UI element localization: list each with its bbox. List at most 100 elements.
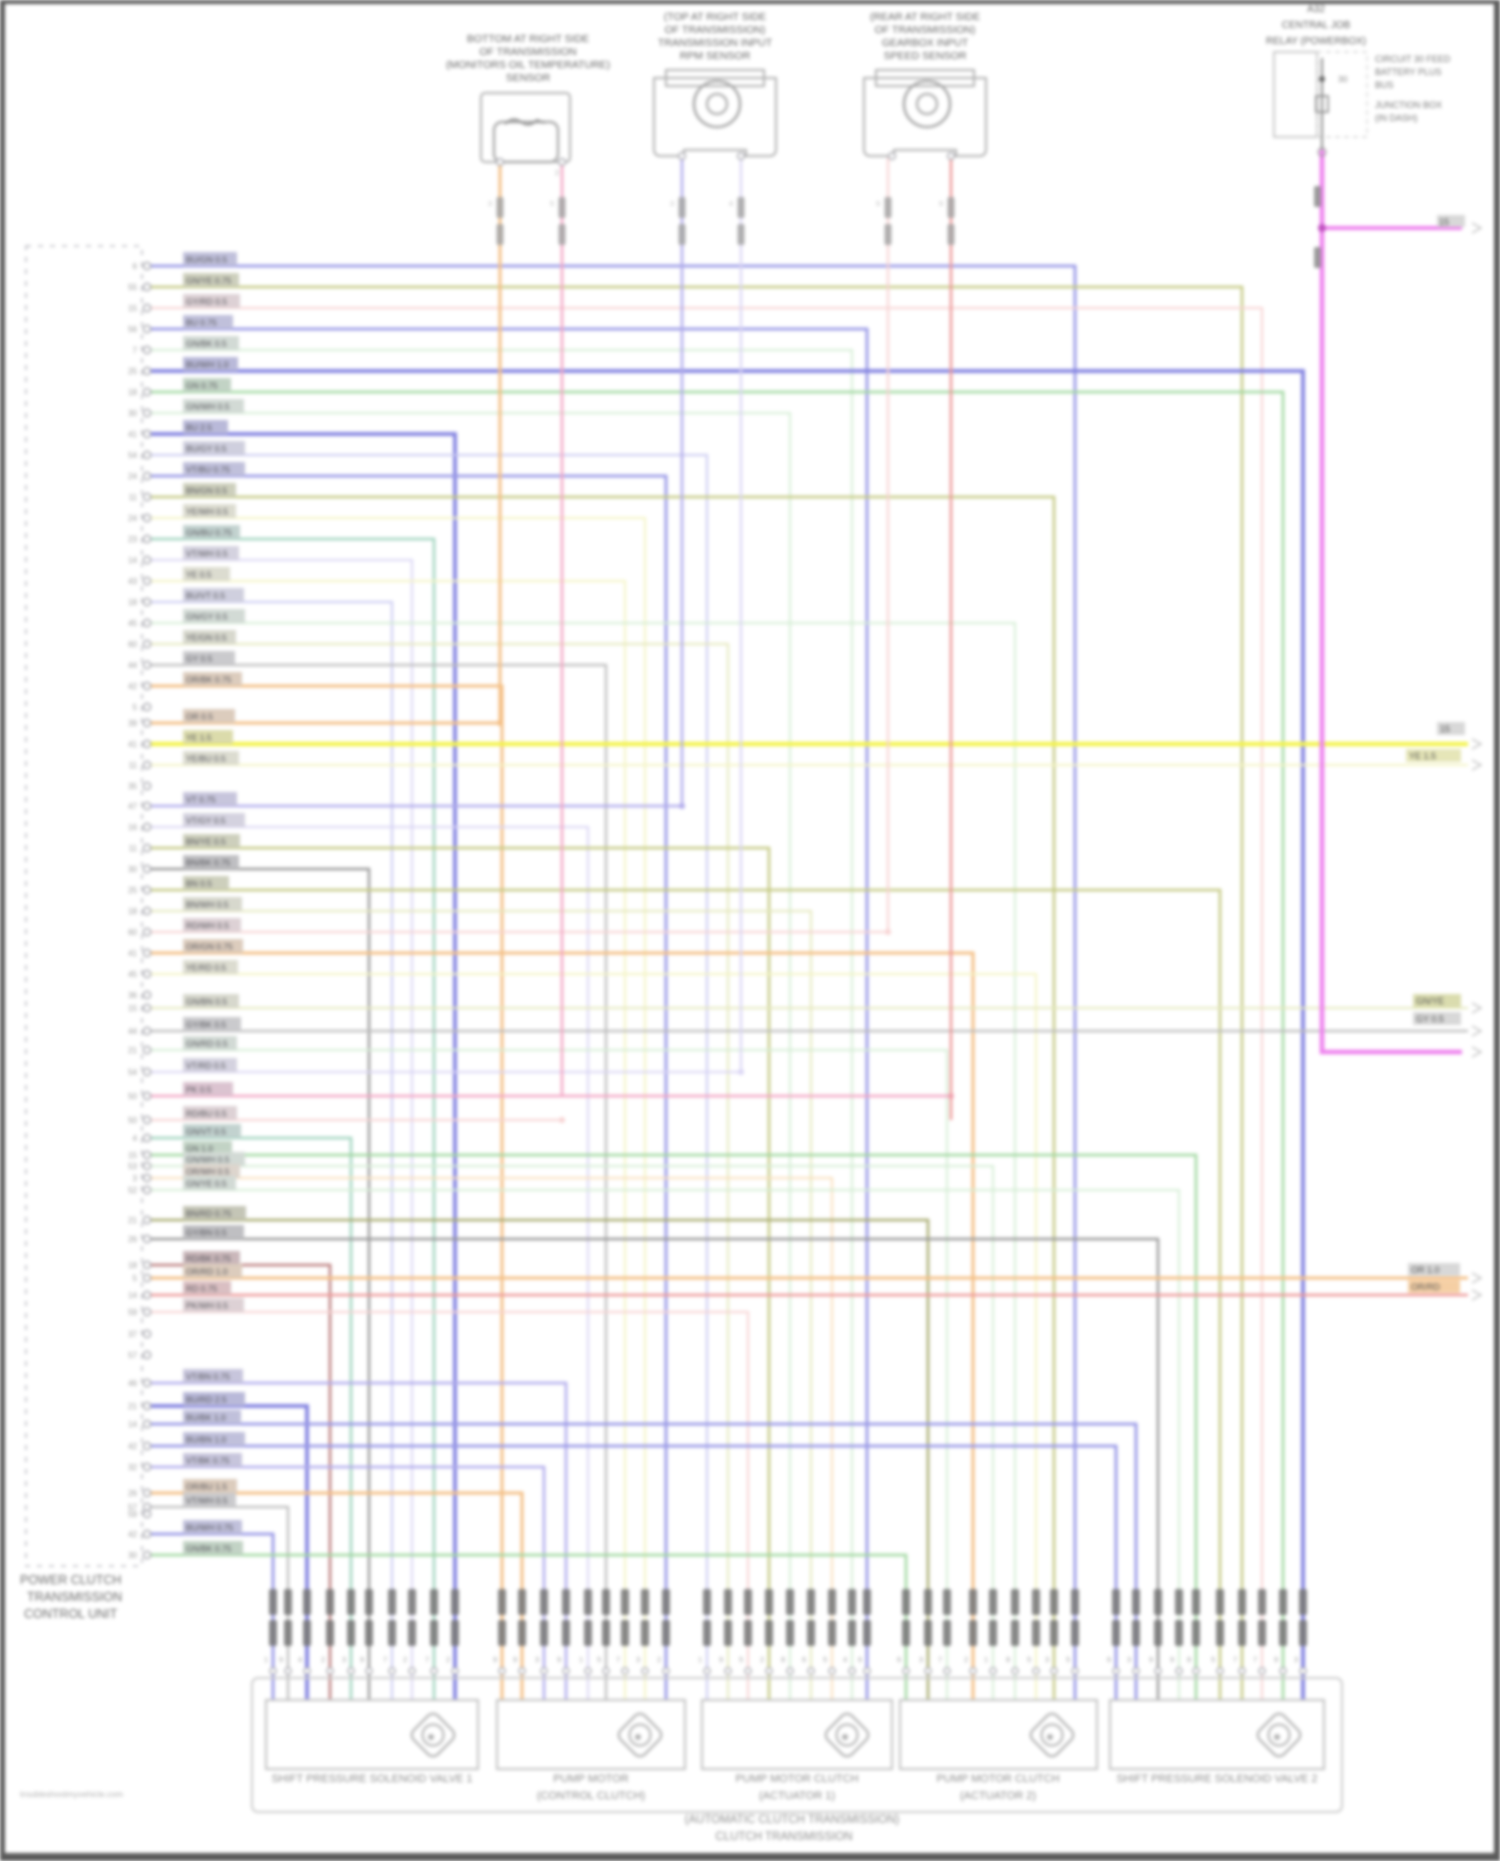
svg-text:JUNCTION BOX: JUNCTION BOX (1375, 100, 1442, 110)
svg-text:30: 30 (128, 1551, 137, 1560)
svg-text:26: 26 (128, 1235, 137, 1244)
svg-text:(ACTUATOR 2): (ACTUATOR 2) (960, 1790, 1036, 1802)
svg-text:9: 9 (279, 1657, 283, 1664)
svg-text:POWER CLUTCH: POWER CLUTCH (20, 1573, 121, 1587)
svg-text:4: 4 (133, 1134, 138, 1143)
svg-text:CIRCUIT 30 FEED: CIRCUIT 30 FEED (1375, 54, 1451, 64)
svg-text:YE 1.5: YE 1.5 (1409, 751, 1436, 761)
svg-text:YE/WH 0.5: YE/WH 0.5 (186, 507, 228, 517)
svg-text:7: 7 (133, 346, 138, 355)
svg-text:41: 41 (128, 740, 137, 749)
svg-text:1: 1 (579, 1657, 583, 1664)
svg-text:9: 9 (557, 1657, 561, 1664)
svg-text:OF TRANSMISSION): OF TRANSMISSION) (875, 24, 976, 36)
svg-text:1: 1 (984, 1657, 988, 1664)
svg-text:15: 15 (1439, 217, 1449, 227)
svg-text:3: 3 (670, 199, 674, 208)
svg-text:21: 21 (128, 1402, 137, 1411)
svg-text:59: 59 (128, 1308, 137, 1317)
svg-text:11: 11 (129, 493, 138, 502)
svg-text:CLUTCH TRANSMISSION: CLUTCH TRANSMISSION (715, 1831, 852, 1843)
svg-text:5: 5 (823, 1657, 827, 1664)
svg-text:BATTERY PLUS: BATTERY PLUS (1375, 67, 1442, 77)
svg-text:42: 42 (128, 1530, 137, 1539)
svg-text:BU/WH 1.0: BU/WH 1.0 (186, 360, 229, 370)
svg-text:4: 4 (729, 199, 733, 208)
svg-text:SENSOR: SENSOR (506, 72, 551, 84)
svg-text:BU 0.75: BU 0.75 (186, 318, 217, 328)
svg-text:5: 5 (550, 199, 554, 208)
svg-text:SPEED SENSOR: SPEED SENSOR (884, 50, 967, 62)
svg-text:18: 18 (128, 907, 137, 916)
svg-text:GN/WH 0.5: GN/WH 0.5 (186, 1155, 230, 1165)
svg-text:OR/WH 0.5: OR/WH 0.5 (186, 1167, 230, 1177)
svg-text:OF TRANSMISSION: OF TRANSMISSION (479, 46, 576, 58)
svg-text:5: 5 (1027, 1657, 1031, 1664)
svg-text:52: 52 (128, 1186, 137, 1195)
svg-text:16: 16 (128, 823, 137, 832)
svg-text:GN/VT 0.5: GN/VT 0.5 (186, 1127, 226, 1137)
svg-text:4: 4 (843, 1657, 847, 1664)
svg-text:GN/YE 0.5: GN/YE 0.5 (186, 1179, 227, 1189)
svg-text:GN/BK 0.75: GN/BK 0.75 (186, 1544, 232, 1554)
svg-text:41: 41 (128, 949, 137, 958)
svg-text:7: 7 (383, 1657, 387, 1664)
svg-text:45: 45 (128, 619, 137, 628)
svg-text:RPM SENSOR: RPM SENSOR (680, 50, 751, 62)
svg-text:BN/BK 0.75: BN/BK 0.75 (186, 858, 231, 868)
svg-text:15: 15 (128, 304, 137, 313)
svg-text:5: 5 (133, 703, 138, 712)
svg-text:50: 50 (128, 1116, 137, 1125)
svg-text:3: 3 (488, 199, 492, 208)
svg-text:2: 2 (403, 1657, 407, 1664)
svg-text:14: 14 (128, 1291, 137, 1300)
svg-text:GY/BK 0.5: GY/BK 0.5 (186, 1020, 226, 1030)
svg-text:GN/YE: GN/YE (1416, 996, 1444, 1006)
svg-text:60: 60 (128, 640, 137, 649)
svg-text:OF TRANSMISSION): OF TRANSMISSION) (665, 24, 766, 36)
svg-text:36: 36 (128, 991, 137, 1000)
svg-text:15: 15 (1440, 724, 1450, 734)
svg-text:37: 37 (128, 1330, 137, 1339)
svg-text:BU/VT 0.5: BU/VT 0.5 (186, 591, 225, 601)
svg-text:GN/WH 0.5: GN/WH 0.5 (186, 402, 230, 412)
svg-text:VT/WH 0.5: VT/WH 0.5 (186, 1496, 228, 1506)
svg-text:BUS: BUS (1375, 80, 1394, 90)
svg-text:YE 1.5: YE 1.5 (186, 733, 212, 743)
svg-text:3: 3 (636, 1657, 640, 1664)
svg-text:2: 2 (964, 1657, 968, 1664)
svg-text:6: 6 (1107, 1657, 1111, 1664)
svg-text:BOTTOM AT RIGHT SIDE: BOTTOM AT RIGHT SIDE (467, 33, 589, 45)
svg-text:OR/RD 1.0: OR/RD 1.0 (186, 1267, 228, 1277)
svg-text:7: 7 (938, 1657, 942, 1664)
svg-text:5: 5 (739, 1657, 743, 1664)
svg-text:44: 44 (128, 1027, 137, 1036)
svg-text:GN/GY 0.5: GN/GY 0.5 (186, 612, 228, 622)
svg-text:1: 1 (264, 1657, 268, 1664)
svg-text:9: 9 (1149, 1657, 1153, 1664)
svg-text:25: 25 (128, 367, 137, 376)
svg-text:YE/GN 0.5: YE/GN 0.5 (186, 633, 227, 643)
svg-text:2: 2 (657, 1657, 661, 1664)
svg-text:30: 30 (128, 865, 137, 874)
svg-text:RELAY (POWERBOX): RELAY (POWERBOX) (1266, 36, 1366, 47)
svg-text:9: 9 (876, 199, 880, 208)
svg-text:OR/RD: OR/RD (1411, 1282, 1441, 1292)
svg-text:VT/BU 0.75: VT/BU 0.75 (186, 465, 230, 475)
svg-text:3: 3 (1045, 1657, 1049, 1664)
svg-text:3: 3 (535, 1657, 539, 1664)
svg-text:BU/WH 0.75: BU/WH 0.75 (186, 1523, 234, 1533)
svg-text:YE/RD 0.5: YE/RD 0.5 (186, 963, 226, 973)
svg-text:BN/RD 0.75: BN/RD 0.75 (186, 1209, 232, 1219)
svg-text:BN/YE 0.5: BN/YE 0.5 (186, 837, 226, 847)
svg-text:18: 18 (128, 1261, 137, 1270)
svg-text:BU/BN 1.0: BU/BN 1.0 (186, 1435, 226, 1445)
svg-text:6: 6 (897, 1657, 901, 1664)
svg-text:55: 55 (128, 283, 137, 292)
svg-text:57: 57 (128, 1351, 137, 1360)
svg-text:OR 0.5: OR 0.5 (186, 712, 213, 722)
svg-text:15: 15 (128, 1151, 137, 1160)
svg-text:OR 1.0: OR 1.0 (1411, 1265, 1440, 1275)
svg-text:3: 3 (133, 1174, 138, 1183)
svg-text:39: 39 (128, 719, 137, 728)
